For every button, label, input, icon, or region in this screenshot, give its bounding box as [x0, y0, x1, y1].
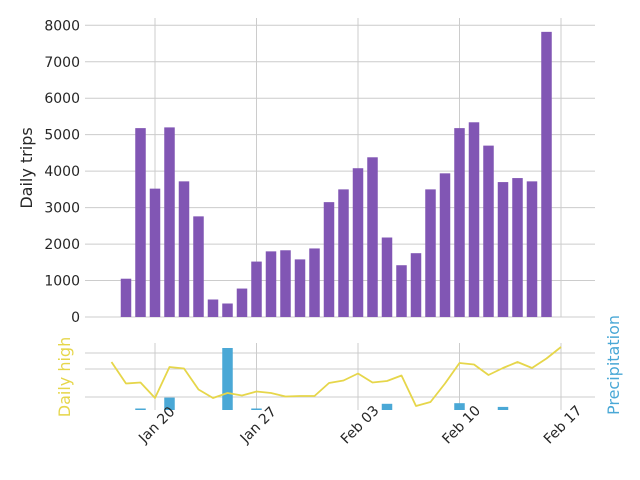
y-tick-label: 7000 — [44, 55, 80, 71]
y-tick-label: 1000 — [44, 274, 80, 290]
daily-trips-axis-label: Daily trips — [17, 127, 36, 208]
daily-trips-bar — [396, 265, 407, 317]
daily-trips-bar — [526, 181, 538, 317]
daily-high-series-line — [110, 346, 562, 407]
x-tick-label: Feb 17 — [541, 403, 586, 448]
y-tick-label: 5000 — [44, 128, 80, 144]
precipitation-bar — [497, 406, 509, 410]
daily-trips-bar — [222, 303, 233, 317]
daily-high-line — [110, 346, 562, 407]
daily-trips-bar — [541, 31, 552, 317]
y-tick-label: 0 — [71, 310, 80, 326]
daily-trips-bar — [120, 278, 132, 317]
daily-trips-bar — [367, 157, 378, 317]
daily-high-axis-label: Daily high — [55, 337, 74, 417]
daily-trips-bar — [497, 182, 509, 317]
x-tick-label: Feb 03 — [338, 403, 383, 448]
daily-trips-bar — [236, 288, 248, 317]
precipitation-bar — [164, 397, 175, 410]
daily-trips-bar — [468, 122, 480, 317]
y-tick-label: 2000 — [44, 237, 80, 253]
daily-trips-bar — [178, 181, 190, 317]
daily-trips-bar — [280, 250, 291, 317]
daily-trips-bar — [352, 168, 364, 317]
x-tick-label: Jan 20 — [135, 404, 178, 447]
daily-trips-bar — [410, 253, 422, 317]
daily-trips-bar — [323, 202, 335, 317]
precipitation-axis-label: Precipitation — [604, 315, 623, 415]
daily-trips-bar — [483, 145, 494, 317]
y-tick-label: 8000 — [44, 18, 80, 34]
y-tick-label: 4000 — [44, 164, 80, 180]
daily-trips-bar — [454, 128, 465, 317]
daily-trips-bar — [425, 189, 436, 317]
daily-trips-bars — [120, 31, 552, 317]
daily-trips-bar — [251, 261, 262, 317]
bottom-chart-grid — [85, 343, 595, 410]
precipitation-bar — [135, 408, 146, 410]
precipitation-bar — [251, 408, 262, 410]
daily-trips-bar — [512, 178, 523, 317]
daily-trips-bar — [338, 189, 349, 317]
y-tick-label: 3000 — [44, 201, 80, 217]
top-y-tick-labels: 0 1000 2000 3000 4000 5000 6000 7000 8000 — [44, 18, 80, 326]
daily-trips-bar — [164, 127, 175, 317]
x-tick-labels: Jan 20 Jan 27 Feb 03 Feb 10 Feb 17 — [135, 403, 585, 448]
daily-trips-bar — [294, 259, 306, 317]
daily-trips-bar — [439, 173, 451, 317]
precipitation-bar — [454, 403, 465, 410]
y-tick-label: 6000 — [44, 91, 80, 107]
daily-trips-bar — [265, 251, 277, 317]
daily-trips-bar — [309, 248, 320, 317]
precipitation-bar — [381, 403, 393, 410]
precipitation-bar — [222, 348, 233, 410]
daily-trips-bar — [149, 188, 161, 317]
daily-trips-bar — [381, 237, 393, 317]
daily-trips-bar — [193, 216, 204, 317]
daily-trips-bar — [135, 128, 146, 317]
x-tick-label: Jan 27 — [237, 404, 280, 447]
daily-trips-bar — [207, 299, 219, 317]
precipitation-bars — [135, 348, 509, 410]
